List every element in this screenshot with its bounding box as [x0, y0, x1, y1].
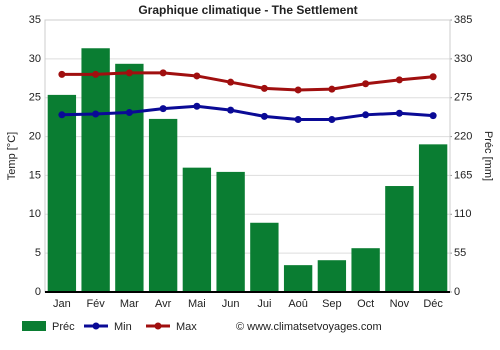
- y2-tick-label: 275: [454, 92, 472, 104]
- bar: [182, 167, 212, 292]
- point: [125, 69, 133, 77]
- x-tick-label: Jun: [222, 298, 240, 310]
- x-tick-label: Jui: [257, 298, 271, 310]
- y-tick-label: 10: [29, 208, 41, 220]
- x-tick-label: Mar: [120, 298, 139, 310]
- y2-tick-label: 110: [454, 208, 472, 220]
- bar: [148, 118, 178, 292]
- line: [61, 71, 434, 92]
- bar: [115, 63, 144, 292]
- y2-axis-label: Préc [mm]: [482, 131, 494, 181]
- bar: [317, 260, 347, 292]
- bar: [418, 144, 448, 292]
- legend-label: Min: [114, 321, 132, 333]
- x-tick-label: Mai: [188, 298, 206, 310]
- legend-swatch: [22, 321, 46, 331]
- x-tick-label: Sep: [322, 298, 342, 310]
- y2-tick-label: 385: [454, 14, 472, 26]
- y-tick-label: 25: [29, 92, 41, 104]
- y-tick-label: 5: [35, 247, 41, 259]
- y-tick-label: 35: [29, 14, 41, 26]
- y-axis-label: Temp [°C]: [6, 132, 18, 180]
- y-tick-label: 15: [29, 169, 41, 181]
- point: [159, 69, 167, 77]
- x-tick-label: Oct: [357, 298, 374, 310]
- y2-tick-label: 0: [454, 286, 460, 298]
- point: [362, 80, 370, 88]
- y-tick-label: 30: [29, 53, 41, 65]
- point: [294, 115, 302, 123]
- point: [395, 76, 403, 84]
- bar: [283, 265, 313, 292]
- point: [429, 112, 437, 120]
- y2-tick-label: 55: [454, 247, 466, 259]
- point: [395, 109, 403, 117]
- credit: © www.climatsetvoyages.com: [236, 321, 382, 333]
- chart-title: Graphique climatique - The Settlement: [138, 3, 357, 17]
- legend-swatch: [92, 322, 100, 330]
- y-tick-label: 20: [29, 130, 41, 142]
- point: [159, 105, 167, 113]
- point: [227, 106, 235, 114]
- bar: [250, 222, 279, 292]
- y-tick-label: 0: [35, 286, 41, 298]
- x-tick-label: Fév: [86, 298, 105, 310]
- point: [328, 85, 336, 93]
- point: [58, 70, 66, 78]
- point: [58, 111, 66, 119]
- point: [429, 73, 437, 81]
- bar: [47, 94, 77, 293]
- legend-label: Préc: [52, 321, 75, 333]
- bar: [351, 248, 380, 292]
- bar: [81, 48, 110, 293]
- point: [260, 84, 268, 92]
- x-tick-label: Jan: [53, 298, 71, 310]
- legend-swatch: [154, 322, 162, 330]
- point: [193, 72, 201, 80]
- x-tick-label: Avr: [155, 298, 172, 310]
- legend-label: Max: [176, 321, 197, 333]
- point: [92, 110, 100, 118]
- point: [328, 115, 336, 123]
- x-tick-label: Aoû: [288, 298, 308, 310]
- line: [61, 104, 434, 121]
- y2-tick-label: 220: [454, 130, 472, 142]
- point: [260, 112, 268, 120]
- point: [125, 108, 133, 116]
- point: [227, 78, 235, 86]
- y2-tick-label: 330: [454, 53, 472, 65]
- bar: [385, 186, 414, 292]
- x-tick-label: Déc: [423, 298, 443, 310]
- x-tick-label: Nov: [390, 298, 410, 310]
- point: [92, 70, 100, 78]
- point: [193, 102, 201, 110]
- point: [294, 86, 302, 94]
- y2-tick-label: 165: [454, 169, 472, 181]
- bar: [216, 171, 245, 292]
- point: [362, 111, 370, 119]
